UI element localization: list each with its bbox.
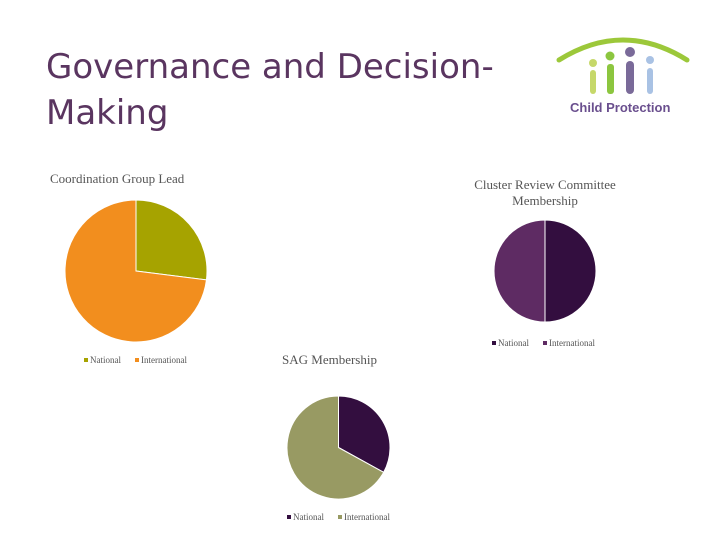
legend-label: National: [90, 355, 121, 365]
pie-slice-international: [286, 395, 385, 500]
legend-item-national: National: [492, 338, 529, 348]
legend-swatch: [543, 341, 547, 345]
pie-slice-international: [493, 219, 546, 323]
legend-sag: National International: [287, 512, 390, 522]
chart-title-sag: SAG Membership: [282, 352, 377, 367]
chart-title-cluster-review: Cluster Review Committee Membership: [474, 177, 616, 208]
pie-slice-international: [64, 199, 207, 343]
pie-slice-national: [135, 199, 208, 281]
legend-coordination: National International: [84, 355, 187, 365]
slide-title: Governance and Decision-Making: [46, 47, 494, 133]
legend-cluster-review: National International: [492, 338, 595, 348]
legend-item-national: National: [287, 512, 324, 522]
legend-label: National: [498, 338, 529, 348]
legend-swatch: [338, 515, 342, 519]
legend-item-international: International: [543, 338, 595, 348]
legend-swatch: [84, 358, 88, 362]
legend-item-national: National: [84, 355, 121, 365]
pie-slice-national: [544, 219, 597, 323]
pie-chart-cluster-review: [493, 219, 597, 323]
legend-swatch: [135, 358, 139, 362]
pie-chart-coordination: [64, 199, 208, 343]
child-protection-logo: [556, 37, 690, 94]
legend-label: International: [549, 338, 595, 348]
logo-text: Child Protection: [570, 100, 671, 115]
legend-label: International: [344, 512, 390, 522]
legend-swatch: [492, 341, 496, 345]
legend-item-international: International: [135, 355, 187, 365]
chart-title-coordination: Coordination Group Lead: [50, 171, 185, 186]
pie-chart-sag: [286, 395, 391, 500]
legend-label: National: [293, 512, 324, 522]
pie-slice-national: [338, 395, 391, 473]
legend-item-international: International: [338, 512, 390, 522]
legend-swatch: [287, 515, 291, 519]
legend-label: International: [141, 355, 187, 365]
